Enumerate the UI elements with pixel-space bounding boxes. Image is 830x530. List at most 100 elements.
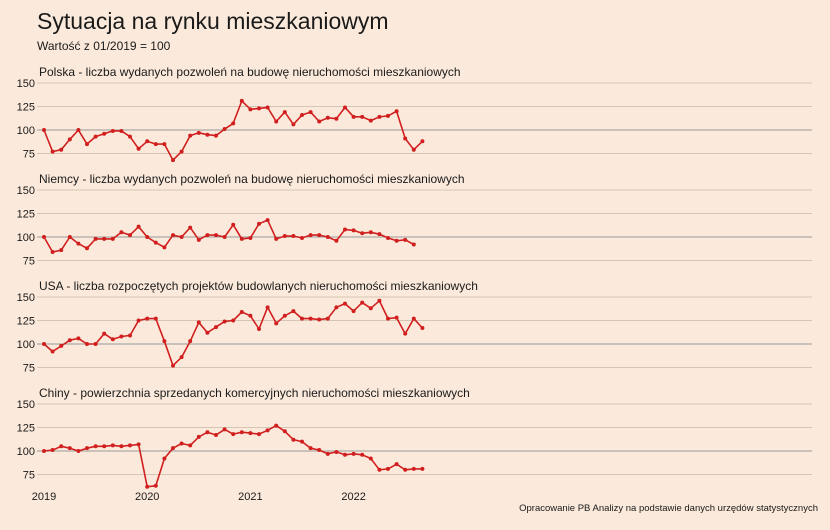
data-point-0-37 xyxy=(360,114,365,119)
data-point-3-6 xyxy=(93,444,98,449)
data-point-1-22 xyxy=(231,222,236,227)
data-point-1-35 xyxy=(343,227,347,232)
data-point-0-44 xyxy=(420,139,425,144)
data-point-3-40 xyxy=(386,466,390,471)
y-tick-label-3-125: 125 xyxy=(17,423,35,435)
data-point-1-2 xyxy=(59,248,64,253)
data-point-2-37 xyxy=(360,300,365,305)
data-point-2-21 xyxy=(222,319,227,324)
data-point-1-1 xyxy=(50,250,55,255)
data-point-3-31 xyxy=(308,446,313,451)
data-point-3-18 xyxy=(196,434,201,439)
data-point-0-14 xyxy=(162,142,167,147)
data-point-1-14 xyxy=(162,245,167,250)
data-point-2-25 xyxy=(257,326,261,331)
data-point-0-43 xyxy=(411,147,416,152)
y-tick-label-2-100: 100 xyxy=(17,339,35,351)
data-point-0-9 xyxy=(119,128,124,133)
data-point-3-1 xyxy=(50,448,55,453)
data-point-0-20 xyxy=(214,133,218,138)
data-point-1-17 xyxy=(188,225,193,230)
data-point-3-23 xyxy=(239,430,244,435)
y-tick-label-2-150: 150 xyxy=(17,292,35,304)
data-point-3-35 xyxy=(343,452,347,457)
data-point-3-32 xyxy=(317,448,322,453)
data-point-3-0 xyxy=(42,449,46,453)
data-point-0-25 xyxy=(257,106,261,111)
data-point-2-1 xyxy=(50,349,55,354)
series-line-1 xyxy=(43,219,415,253)
data-point-3-44 xyxy=(420,466,425,471)
data-point-3-36 xyxy=(351,451,356,456)
panel-title-2: USA - liczba rozpoczętych projektów budo… xyxy=(39,279,478,293)
data-point-1-10 xyxy=(128,233,132,238)
data-point-2-36 xyxy=(351,309,356,314)
data-point-2-34 xyxy=(334,305,339,310)
data-point-3-29 xyxy=(291,437,296,442)
data-point-2-4 xyxy=(76,336,81,341)
y-tick-label-0-150: 150 xyxy=(17,78,35,90)
data-point-2-28 xyxy=(282,313,287,318)
data-point-0-8 xyxy=(110,128,115,133)
data-point-1-9 xyxy=(119,230,124,235)
x-tick-label-2019: 2019 xyxy=(32,491,56,503)
data-point-2-11 xyxy=(136,318,141,323)
data-point-3-12 xyxy=(145,484,150,489)
data-point-2-43 xyxy=(411,316,416,321)
data-point-1-20 xyxy=(214,233,218,238)
data-point-0-35 xyxy=(343,105,347,110)
data-point-0-11 xyxy=(136,146,141,151)
data-point-2-35 xyxy=(343,301,347,306)
y-tick-label-0-75: 75 xyxy=(23,149,35,161)
data-point-0-36 xyxy=(351,114,356,119)
data-point-1-30 xyxy=(300,235,304,240)
panel-title-1: Niemcy - liczba wydanych pozwoleń na bud… xyxy=(39,172,465,186)
data-point-2-33 xyxy=(325,316,330,321)
data-point-1-31 xyxy=(308,233,313,238)
data-point-0-21 xyxy=(222,127,227,132)
data-point-1-27 xyxy=(274,236,279,241)
data-point-3-19 xyxy=(205,430,210,435)
y-tick-label-0-100: 100 xyxy=(17,125,35,137)
data-point-2-31 xyxy=(308,316,313,321)
data-point-1-26 xyxy=(265,218,270,223)
data-point-3-4 xyxy=(76,449,81,453)
data-point-3-13 xyxy=(153,483,158,488)
data-point-2-14 xyxy=(162,339,167,344)
data-point-3-24 xyxy=(248,431,253,436)
data-point-1-12 xyxy=(145,235,150,239)
data-point-2-26 xyxy=(265,305,270,310)
data-point-1-28 xyxy=(282,234,287,239)
data-point-3-5 xyxy=(85,446,89,451)
data-point-1-15 xyxy=(171,233,175,238)
data-point-1-36 xyxy=(351,228,356,233)
data-point-3-14 xyxy=(162,456,167,461)
data-point-3-39 xyxy=(377,467,382,472)
data-point-1-13 xyxy=(153,240,158,245)
data-point-3-2 xyxy=(59,444,64,449)
data-point-2-16 xyxy=(179,355,184,360)
series-line-2 xyxy=(43,299,423,367)
data-point-2-27 xyxy=(274,321,279,326)
data-point-2-30 xyxy=(300,316,304,321)
data-point-0-27 xyxy=(274,119,279,124)
data-point-2-41 xyxy=(394,315,399,320)
data-point-3-43 xyxy=(411,466,416,471)
data-point-0-28 xyxy=(282,110,287,115)
data-point-2-22 xyxy=(231,318,236,323)
data-point-2-13 xyxy=(153,316,158,321)
data-point-0-29 xyxy=(291,122,296,127)
data-point-0-30 xyxy=(300,112,304,117)
data-point-2-39 xyxy=(377,298,382,303)
data-point-3-37 xyxy=(360,452,365,457)
data-point-1-38 xyxy=(368,230,373,235)
data-point-0-41 xyxy=(394,109,399,114)
y-tick-label-3-150: 150 xyxy=(17,399,35,411)
data-point-2-29 xyxy=(291,309,296,314)
data-point-1-5 xyxy=(85,246,89,251)
data-point-1-40 xyxy=(386,235,390,240)
data-point-3-25 xyxy=(257,432,261,437)
data-point-2-8 xyxy=(110,337,115,342)
panel-title-0: Polska - liczba wydanych pozwoleń na bud… xyxy=(39,65,461,79)
